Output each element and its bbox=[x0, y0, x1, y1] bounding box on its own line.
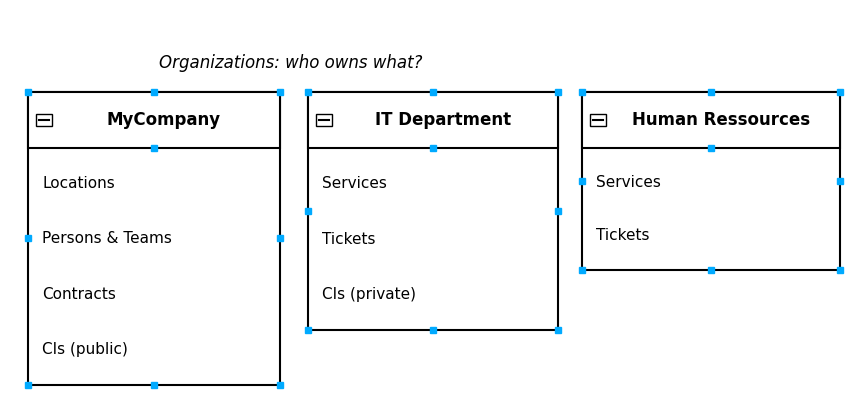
Bar bbox=[307, 92, 557, 330]
Text: Services: Services bbox=[322, 176, 387, 191]
Bar bbox=[581, 92, 839, 148]
Text: IT Department: IT Department bbox=[375, 111, 511, 129]
Text: CIs (public): CIs (public) bbox=[42, 341, 127, 357]
Text: Contracts: Contracts bbox=[42, 286, 115, 302]
Text: CIs (private): CIs (private) bbox=[322, 287, 416, 302]
Bar bbox=[28, 92, 280, 148]
Text: Organizations: who owns what?: Organizations: who owns what? bbox=[159, 54, 423, 72]
Text: Human Ressources: Human Ressources bbox=[631, 111, 809, 129]
Bar bbox=[307, 92, 557, 148]
Text: Locations: Locations bbox=[42, 176, 115, 191]
Text: Persons & Teams: Persons & Teams bbox=[42, 231, 171, 246]
Bar bbox=[589, 114, 605, 126]
Bar bbox=[316, 114, 331, 126]
Bar bbox=[28, 92, 280, 385]
Text: Tickets: Tickets bbox=[595, 228, 648, 243]
Text: MyCompany: MyCompany bbox=[107, 111, 220, 129]
Bar bbox=[581, 92, 839, 270]
Text: Services: Services bbox=[595, 175, 660, 190]
Bar bbox=[36, 114, 52, 126]
Text: Tickets: Tickets bbox=[322, 231, 375, 246]
